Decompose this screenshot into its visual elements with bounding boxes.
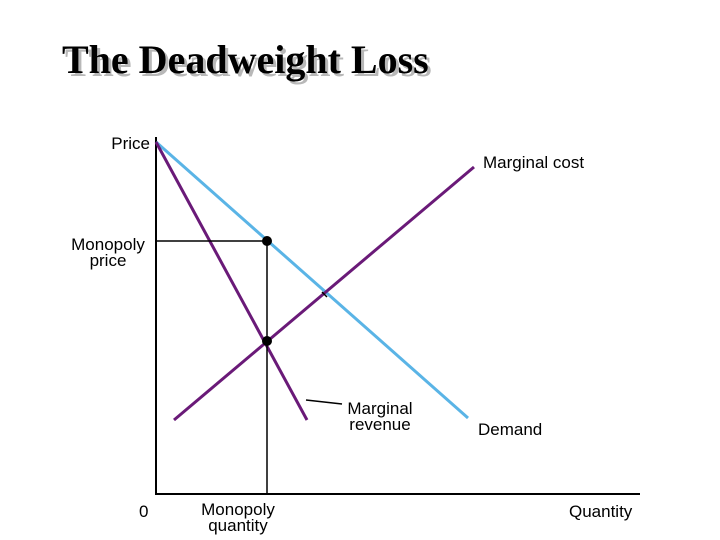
- monopoly-price-label-line1: Monopoly: [71, 235, 145, 254]
- marginal-revenue-curve: [154, 141, 309, 421]
- marginal-cost-label: Marginal cost: [483, 153, 585, 172]
- demand-label: Demand: [478, 420, 543, 439]
- origin-label: 0: [139, 502, 149, 521]
- marginal-revenue-label: Marginal revenue: [335, 399, 425, 434]
- monopoly-price-label: Monopoly price: [60, 235, 156, 270]
- monopoly-price-point: [262, 236, 272, 246]
- marginal-revenue-label-line1: Marginal: [347, 399, 413, 418]
- price-axis-label: Price: [111, 134, 150, 153]
- monopoly-price-label-line2: price: [89, 251, 127, 270]
- mr-mc-intersection-point: [262, 336, 272, 346]
- monopoly-quantity-label-line2: quantity: [208, 516, 268, 535]
- demand-curve: [155, 140, 469, 420]
- monopoly-quantity-label: Monopoly quantity: [188, 500, 288, 535]
- slide-title: The Deadweight Loss: [62, 37, 429, 82]
- marginal-revenue-label-line2: revenue: [349, 415, 411, 434]
- monopoly-quantity-label-line1: Monopoly: [201, 500, 275, 519]
- quantity-axis-label: Quantity: [569, 502, 633, 521]
- marginal-revenue-leader: [305, 399, 343, 405]
- demand-tick: [321, 291, 328, 298]
